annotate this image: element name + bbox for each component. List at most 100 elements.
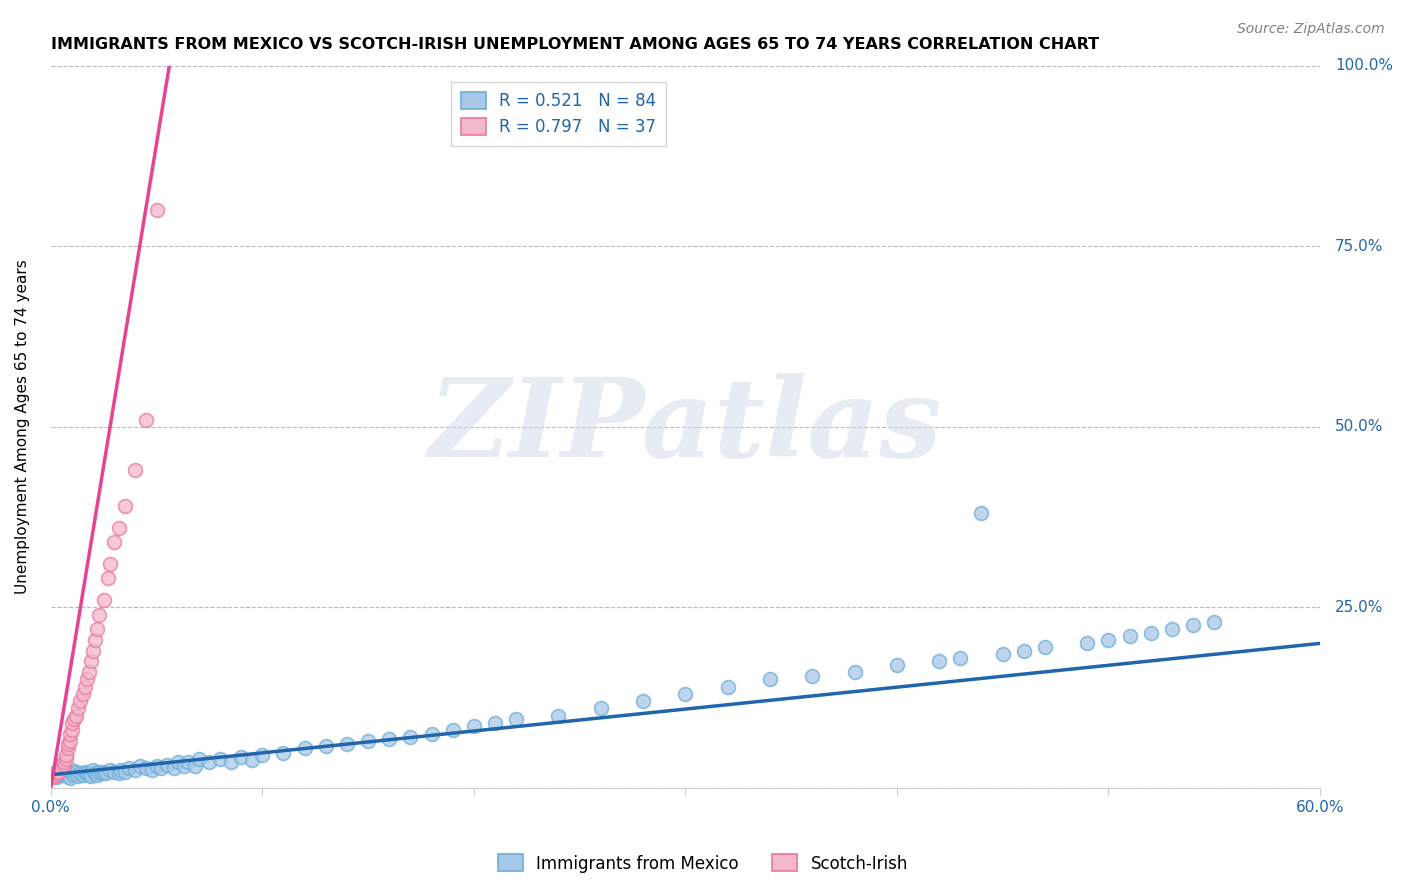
Point xyxy=(97,571,120,585)
Point xyxy=(110,763,132,777)
Point xyxy=(56,769,79,783)
Point xyxy=(231,750,253,764)
Point xyxy=(399,730,422,744)
Point xyxy=(89,764,111,779)
Point xyxy=(55,752,77,766)
Point xyxy=(63,768,86,782)
Text: Source: ZipAtlas.com: Source: ZipAtlas.com xyxy=(1237,22,1385,37)
Point xyxy=(42,770,65,784)
Legend: Immigrants from Mexico, Scotch-Irish: Immigrants from Mexico, Scotch-Irish xyxy=(491,847,915,880)
Point xyxy=(59,726,82,740)
Point xyxy=(162,760,184,774)
Point xyxy=(505,712,527,726)
Point xyxy=(77,665,100,680)
Point xyxy=(128,759,150,773)
Point xyxy=(673,687,696,701)
Point xyxy=(107,521,129,535)
Text: 75.0%: 75.0% xyxy=(1336,239,1384,254)
Point xyxy=(84,766,107,780)
Point xyxy=(76,766,98,780)
Y-axis label: Unemployment Among Ages 65 to 74 years: Unemployment Among Ages 65 to 74 years xyxy=(15,260,30,594)
Text: 50.0%: 50.0% xyxy=(1336,419,1384,434)
Point xyxy=(73,764,96,779)
Point xyxy=(65,764,87,779)
Point xyxy=(1033,640,1056,654)
Point xyxy=(52,756,75,770)
Point xyxy=(717,680,740,694)
Point xyxy=(547,708,569,723)
Point xyxy=(46,766,69,780)
Point xyxy=(86,622,108,636)
Point xyxy=(44,768,66,782)
Point xyxy=(294,741,316,756)
Point xyxy=(135,760,157,774)
Point xyxy=(59,734,82,748)
Point xyxy=(80,655,103,669)
Point xyxy=(114,500,136,514)
Point xyxy=(1076,636,1098,650)
Point xyxy=(63,712,86,726)
Point xyxy=(52,757,75,772)
Point xyxy=(970,507,993,521)
Point xyxy=(177,756,200,770)
Point xyxy=(76,673,98,687)
Point xyxy=(149,760,172,774)
Point xyxy=(135,412,157,426)
Point xyxy=(89,607,111,622)
Legend: R = 0.521   N = 84, R = 0.797   N = 37: R = 0.521 N = 84, R = 0.797 N = 37 xyxy=(451,81,666,146)
Point xyxy=(1139,625,1161,640)
Point xyxy=(103,764,125,779)
Point xyxy=(173,759,195,773)
Text: 25.0%: 25.0% xyxy=(1336,599,1384,615)
Point xyxy=(73,680,96,694)
Point xyxy=(145,203,167,218)
Point xyxy=(441,723,464,737)
Point xyxy=(991,647,1014,661)
Point xyxy=(51,768,73,782)
Point xyxy=(187,752,209,766)
Point xyxy=(60,715,83,730)
Point xyxy=(98,557,121,571)
Point xyxy=(357,734,380,748)
Point xyxy=(1160,622,1182,636)
Point xyxy=(103,535,125,549)
Point xyxy=(69,694,91,708)
Point xyxy=(949,650,972,665)
Point xyxy=(80,769,103,783)
Point xyxy=(759,673,782,687)
Point xyxy=(844,665,866,680)
Point xyxy=(82,643,104,657)
Point xyxy=(107,766,129,780)
Point xyxy=(69,766,91,780)
Point xyxy=(52,764,75,779)
Point xyxy=(166,756,188,770)
Point xyxy=(90,766,112,780)
Point xyxy=(183,759,205,773)
Point xyxy=(114,764,136,779)
Point xyxy=(98,763,121,777)
Point xyxy=(141,763,163,777)
Point xyxy=(59,771,82,785)
Text: ZIPatlas: ZIPatlas xyxy=(429,373,942,481)
Point xyxy=(94,766,117,780)
Point xyxy=(86,768,108,782)
Point xyxy=(198,756,221,770)
Point xyxy=(589,701,612,715)
Point xyxy=(93,593,115,607)
Point xyxy=(209,752,232,766)
Point xyxy=(56,741,79,756)
Point xyxy=(1097,632,1119,647)
Point xyxy=(124,463,146,477)
Point xyxy=(118,760,141,774)
Point xyxy=(55,748,77,763)
Point xyxy=(42,766,65,780)
Point xyxy=(928,655,950,669)
Point xyxy=(145,759,167,773)
Point xyxy=(1118,629,1140,643)
Point xyxy=(77,768,100,782)
Point xyxy=(484,715,506,730)
Point xyxy=(67,769,90,783)
Point xyxy=(631,694,654,708)
Point xyxy=(48,764,70,779)
Point xyxy=(56,738,79,752)
